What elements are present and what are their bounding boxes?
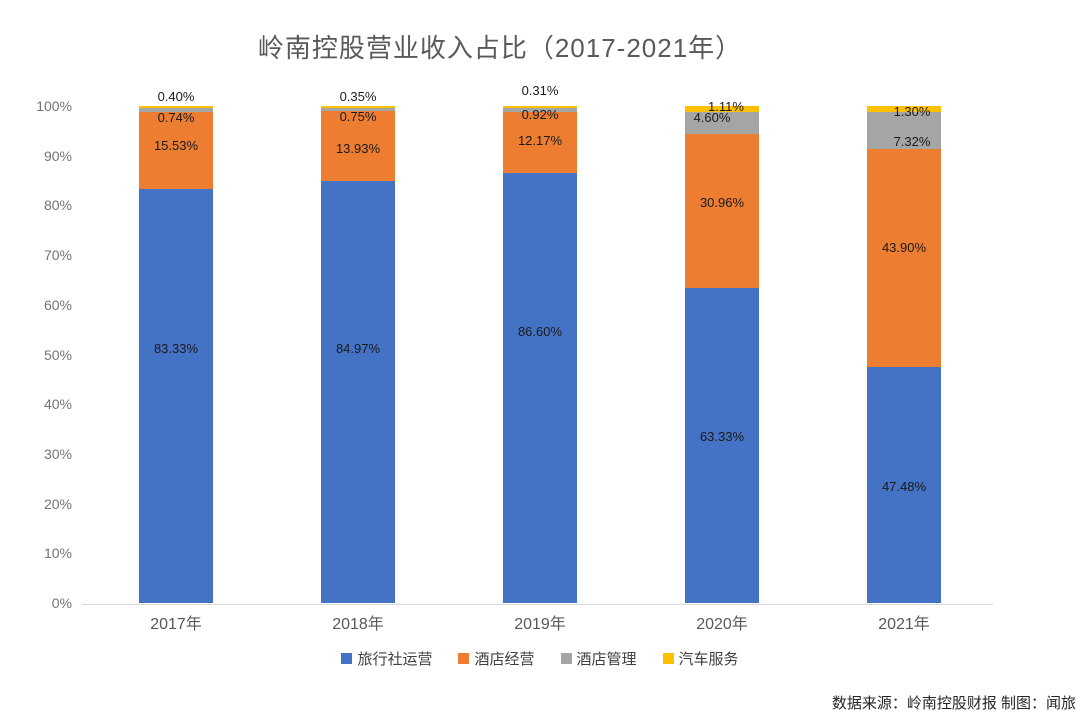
y-axis-tick-label: 40%	[43, 396, 72, 413]
data-label-酒店经营: 15.53%	[153, 138, 199, 153]
data-label-旅行社运营: 47.48%	[881, 479, 927, 494]
y-axis-tick-label: 80%	[43, 197, 72, 214]
bar-segment-酒店管理	[503, 107, 577, 113]
data-label-旅行社运营: 84.97%	[335, 341, 381, 356]
bar-segment-酒店经营	[139, 111, 213, 189]
chart-title: 岭南控股营业收入占比（2017-2021年）	[257, 33, 743, 63]
x-category-label: 2018年	[332, 616, 384, 633]
bar-segment-旅行社运营	[503, 172, 577, 603]
bar-segment-酒店经营	[867, 148, 941, 367]
data-label-酒店经营: 12.17%	[517, 133, 563, 148]
x-category-label: 2021年	[878, 616, 930, 633]
data-label-汽车服务: 0.40%	[157, 89, 195, 104]
bar-segment-酒店管理	[685, 111, 759, 135]
data-label-酒店经营: 13.93%	[335, 141, 381, 156]
y-axis-tick-label: 100%	[36, 98, 72, 114]
y-axis-tick-label: 50%	[43, 346, 72, 363]
legend-label: 旅行社运营	[357, 651, 433, 668]
bar-segment-酒店管理	[867, 112, 941, 149]
legend-item-酒店经营: 酒店经营	[458, 648, 535, 669]
source-note: 数据来源：岭南控股财报 制图：闻旅	[831, 695, 1076, 712]
bar-segment-酒店经营	[503, 112, 577, 173]
legend-label: 汽车服务	[678, 651, 739, 668]
legend-item-旅行社运营: 旅行社运营	[341, 648, 432, 669]
x-axis-line	[82, 604, 993, 605]
bar-segment-汽车服务	[321, 106, 395, 108]
data-label-酒店管理: 4.60%	[693, 110, 731, 125]
bar-segment-酒店经营	[321, 111, 395, 181]
data-label-汽车服务: 1.11%	[708, 99, 744, 114]
legend-swatch-icon	[560, 653, 572, 664]
y-axis-tick-label: 90%	[43, 147, 72, 164]
bar-segment-酒店经营	[685, 134, 759, 289]
legend-item-汽车服务: 汽车服务	[662, 648, 739, 669]
data-label-酒店管理: 7.32%	[893, 134, 931, 149]
y-axis-tick-label: 0%	[51, 595, 72, 611]
bar-segment-旅行社运营	[139, 188, 213, 603]
y-axis-tick-label: 10%	[43, 545, 72, 562]
y-axis-tick-label: 70%	[43, 247, 72, 264]
data-label-旅行社运营: 63.33%	[699, 429, 745, 444]
bar-segment-酒店管理	[321, 107, 395, 112]
bar-segment-汽车服务	[503, 106, 577, 108]
y-axis-tick-label: 60%	[43, 296, 72, 313]
y-axis-tick-label: 30%	[43, 445, 72, 462]
bar-segment-旅行社运营	[321, 180, 395, 603]
data-label-酒店管理: 0.92%	[521, 107, 559, 122]
legend: 旅行社运营 酒店经营 酒店管理 汽车服务	[0, 648, 1080, 669]
x-category-label: 2020年	[696, 616, 748, 633]
legend-label: 酒店经营	[474, 651, 535, 668]
data-label-旅行社运营: 83.33%	[153, 341, 199, 356]
x-category-label: 2017年	[150, 616, 202, 633]
data-label-汽车服务: 0.31%	[521, 83, 559, 98]
legend-swatch-icon	[341, 653, 353, 664]
legend-swatch-icon	[458, 653, 470, 664]
data-label-酒店经营: 30.96%	[699, 195, 745, 210]
data-label-汽车服务: 1.30%	[893, 104, 931, 119]
legend-item-酒店管理: 酒店管理	[560, 648, 637, 669]
legend-label: 酒店管理	[576, 651, 637, 668]
data-label-旅行社运营: 86.60%	[517, 324, 563, 339]
bar-segment-旅行社运营	[685, 288, 759, 603]
bar-segment-酒店管理	[139, 107, 213, 112]
data-label-酒店管理: 0.75%	[339, 109, 377, 124]
x-category-label: 2019年	[514, 616, 566, 633]
legend-swatch-icon	[662, 653, 674, 664]
bar-segment-汽车服务	[139, 106, 213, 108]
data-label-酒店管理: 0.74%	[157, 110, 195, 125]
y-axis-tick-label: 20%	[43, 495, 72, 512]
bar-segment-旅行社运营	[867, 367, 941, 603]
bar-segment-汽车服务	[867, 106, 941, 113]
bar-segment-汽车服务	[685, 106, 759, 112]
data-label-酒店经营: 43.90%	[881, 240, 927, 255]
data-label-汽车服务: 0.35%	[339, 89, 377, 104]
